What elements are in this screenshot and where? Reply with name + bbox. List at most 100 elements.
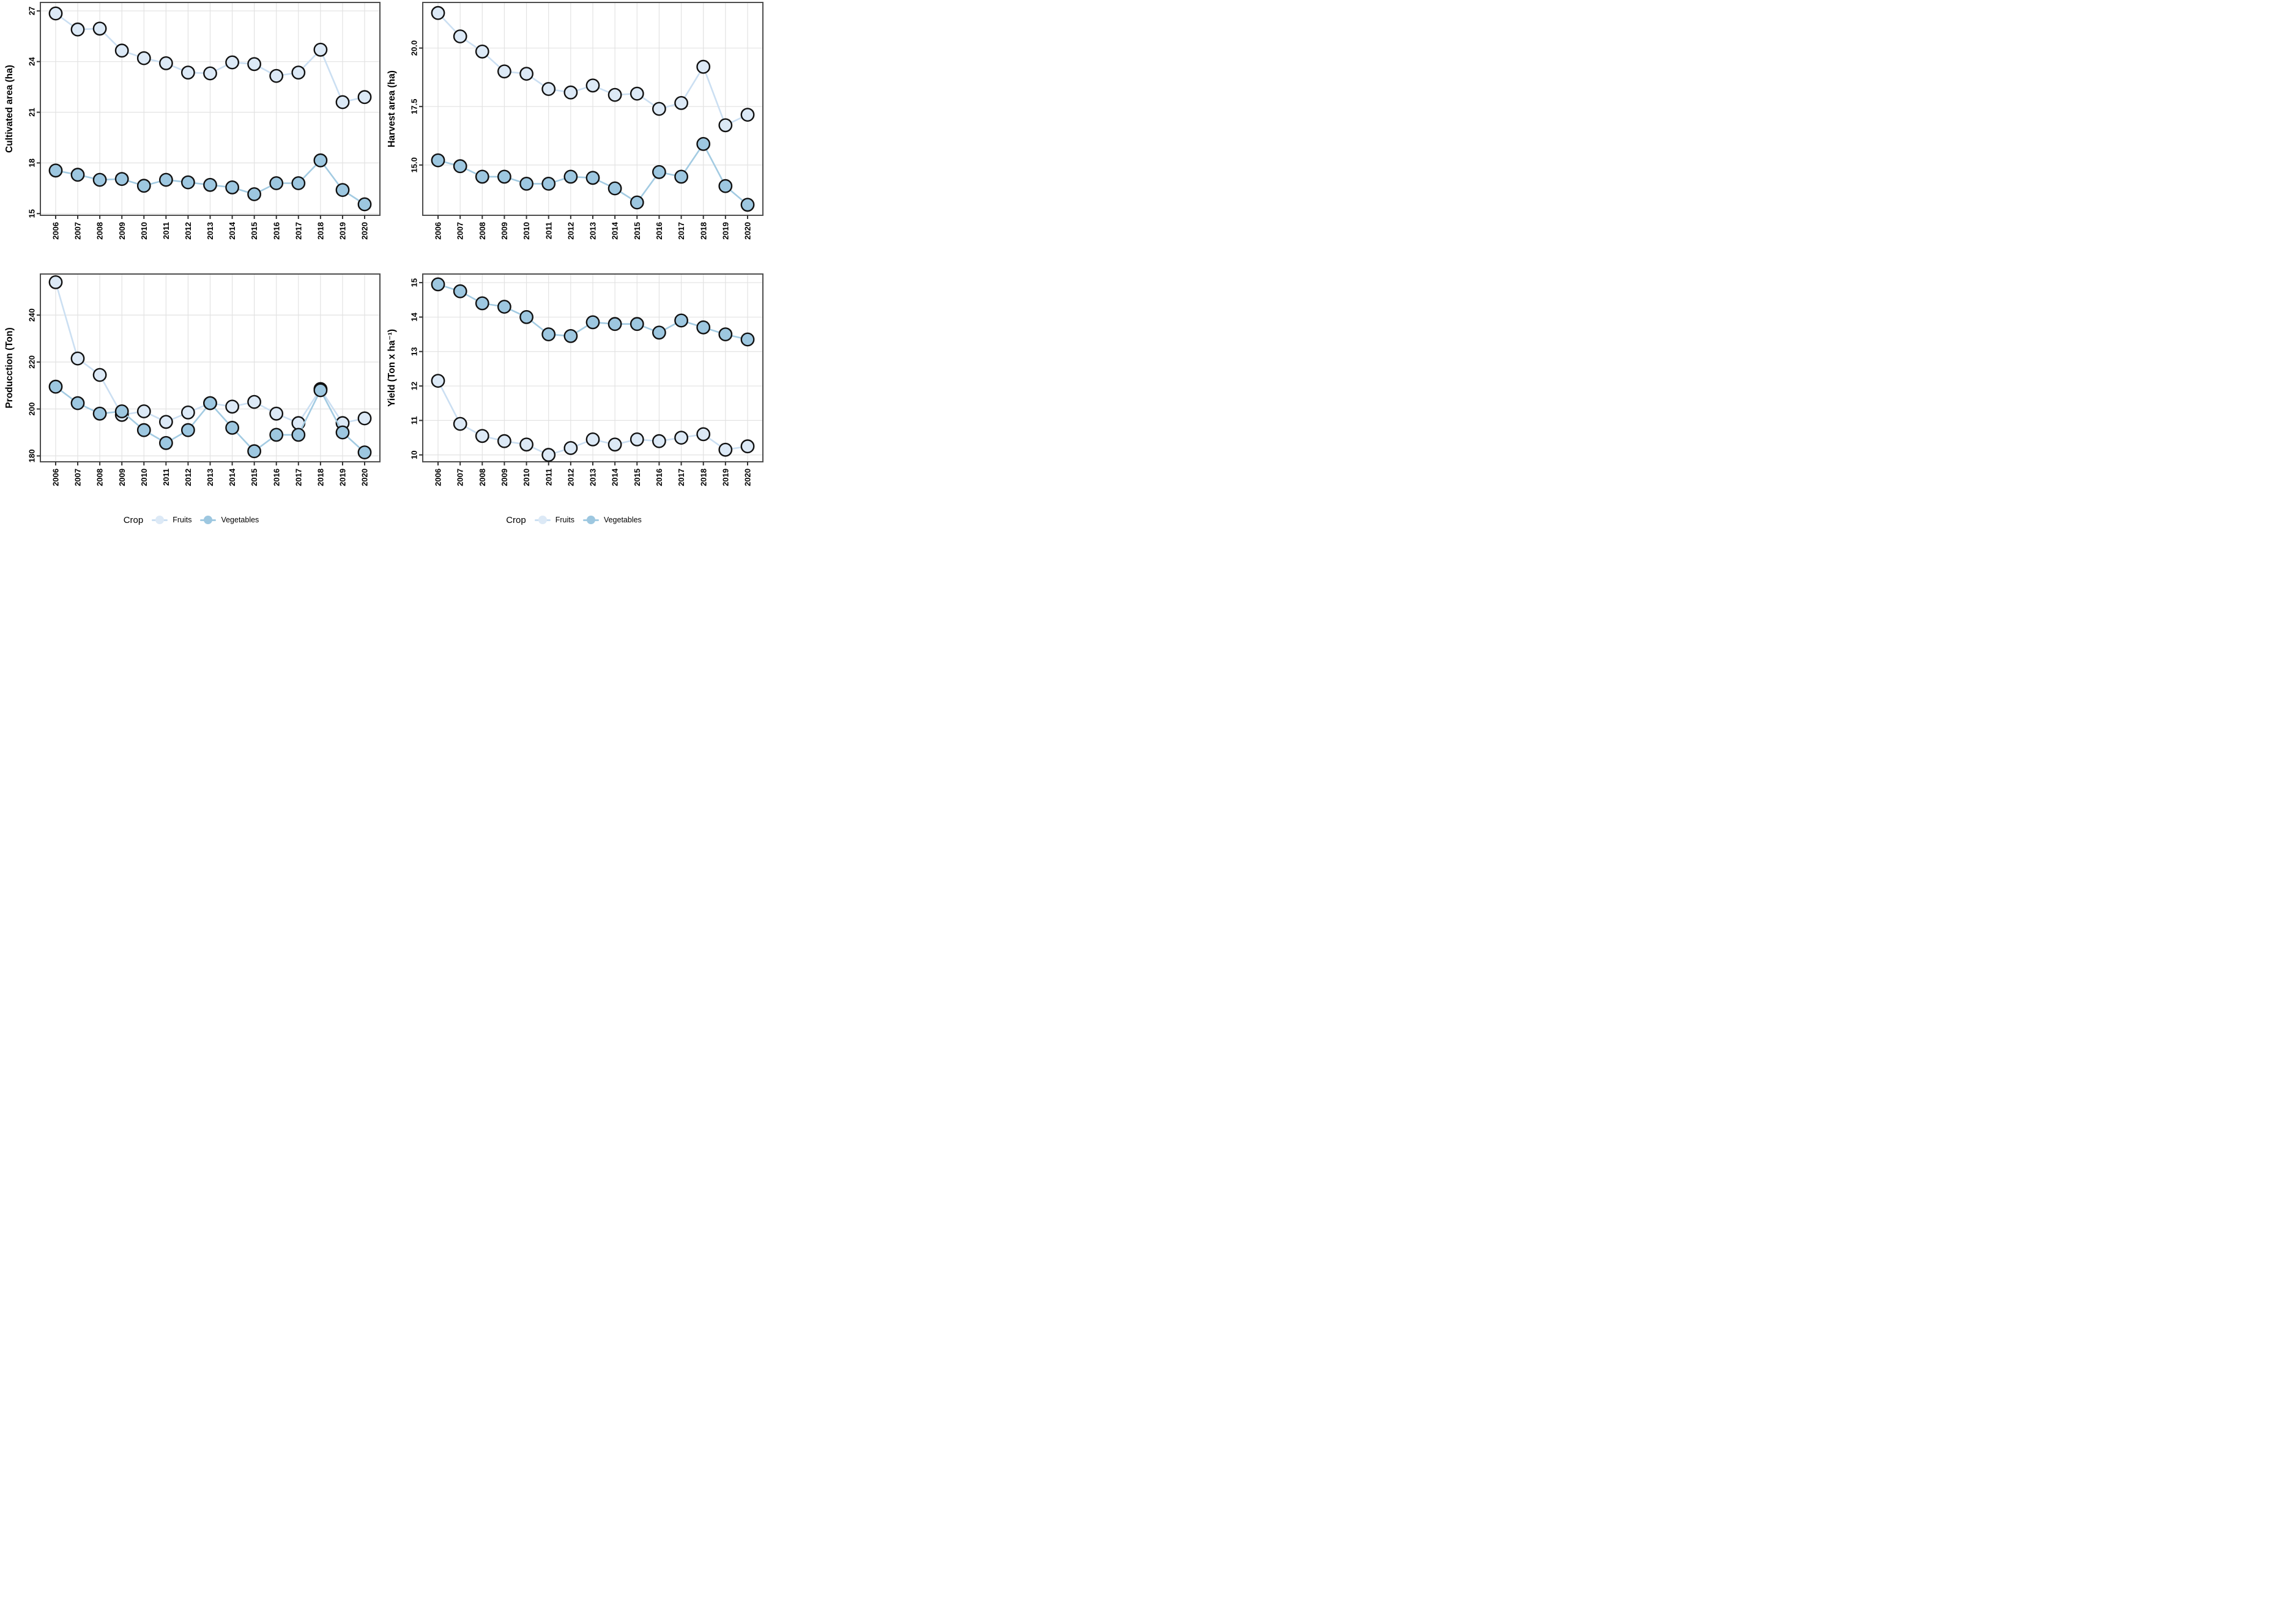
legend-title: Crop xyxy=(123,514,144,525)
y-tick-label: 27 xyxy=(28,7,37,15)
x-tick-label: 2014 xyxy=(611,468,620,486)
vegetables-point-2016 xyxy=(269,428,284,442)
x-tick-label: 2010 xyxy=(139,469,149,486)
fruits-point-2015 xyxy=(630,86,644,101)
vegetables-point-2012 xyxy=(563,328,578,343)
vegetables-marker-icon xyxy=(200,514,217,525)
fruits-point-2013 xyxy=(585,432,600,446)
fruits-point-2010 xyxy=(136,404,151,418)
vegetables-point-2016 xyxy=(652,325,666,340)
fruits-point-2016 xyxy=(652,102,666,116)
x-tick-label: 2016 xyxy=(655,469,664,486)
y-axis-title: Harvest area (ha) xyxy=(387,70,397,147)
fruits-marker-icon xyxy=(152,514,168,525)
chart-background xyxy=(382,254,765,508)
vegetables-point-2014 xyxy=(225,420,239,435)
panel-yield: 10 11 12 13 14 15 2006 2007 2008 2009 2010 2011 2012… xyxy=(382,254,765,508)
vegetables-point-2010 xyxy=(136,423,151,437)
x-tick-label: 2014 xyxy=(228,221,237,240)
fruits-point-2006 xyxy=(48,6,63,21)
legend-item-vegetables: Vegetables xyxy=(582,514,642,525)
x-tick-label: 2012 xyxy=(184,222,193,240)
y-tick-label: 24 xyxy=(28,57,37,66)
fruits-point-2016 xyxy=(269,69,284,83)
x-tick-label: 2015 xyxy=(633,469,642,486)
x-tick-label: 2020 xyxy=(743,222,752,240)
chart-background xyxy=(382,0,765,254)
y-tick-label: 15 xyxy=(28,209,37,218)
fruits-point-2018 xyxy=(696,59,711,74)
x-tick-label: 2019 xyxy=(721,222,730,240)
y-tick-label: 180 xyxy=(28,450,37,463)
vegetables-point-2019 xyxy=(718,327,733,342)
x-tick-label: 2016 xyxy=(655,222,664,240)
fruits-point-2012 xyxy=(563,441,578,455)
x-tick-label: 2011 xyxy=(544,469,553,486)
vegetables-point-2010 xyxy=(136,179,151,193)
x-tick-label: 2009 xyxy=(500,222,509,240)
legend-title: Crop xyxy=(506,514,526,525)
fruits-point-2016 xyxy=(652,434,666,448)
vegetables-point-2015 xyxy=(247,444,261,459)
yield-chart: 10 11 12 13 14 15 2006 2007 2008 2009 2010 2011 2012… xyxy=(382,254,765,508)
vegetables-point-2008 xyxy=(92,172,107,187)
vegetables-point-2013 xyxy=(203,177,217,192)
x-tick-label: 2019 xyxy=(338,469,347,486)
fruits-point-2019 xyxy=(718,442,733,457)
x-tick-label: 2010 xyxy=(522,469,531,486)
panel-cultivated-area: 15 18 21 24 27 2006 2007 2008 2009 2010 2011 2012 20… xyxy=(0,0,382,254)
x-tick-label: 2013 xyxy=(589,222,598,240)
vegetables-point-2020 xyxy=(357,445,372,459)
y-tick-label: 200 xyxy=(28,402,37,416)
harvest-area-chart: 15.0 17.5 20.0 2006 2007 2008 2009 2010 2011 2012… xyxy=(382,0,765,254)
fruits-point-2012 xyxy=(180,65,195,80)
x-tick-label: 2016 xyxy=(272,222,281,240)
vegetables-point-2015 xyxy=(247,187,261,201)
y-tick-label: 240 xyxy=(28,308,37,322)
y-tick-label: 10 xyxy=(410,450,419,459)
y-tick-label: 13 xyxy=(410,347,419,356)
vegetables-point-2018 xyxy=(696,136,711,151)
vegetables-point-2019 xyxy=(335,183,350,197)
y-axis-title: Producction (Ton) xyxy=(4,327,15,408)
fruits-point-2020 xyxy=(740,439,755,454)
vegetables-marker-icon xyxy=(582,514,599,525)
x-tick-label: 2010 xyxy=(139,222,149,240)
vegetables-point-2015 xyxy=(630,317,644,332)
x-tick-label: 2017 xyxy=(294,469,303,486)
vegetables-point-2012 xyxy=(180,175,195,190)
x-tick-label: 2012 xyxy=(566,222,575,240)
vegetables-point-2017 xyxy=(674,313,688,328)
fruits-point-2010 xyxy=(519,437,534,452)
vegetables-point-2020 xyxy=(740,198,755,212)
fruits-point-2009 xyxy=(114,43,129,58)
x-tick-label: 2016 xyxy=(272,469,281,486)
legend-left: Crop Fruits Vegetables xyxy=(0,514,382,525)
vegetables-point-2018 xyxy=(696,320,711,335)
vegetables-point-2009 xyxy=(114,404,129,418)
fruits-point-2016 xyxy=(269,406,284,421)
fruits-point-2010 xyxy=(136,51,151,65)
vegetables-point-2012 xyxy=(563,169,578,184)
x-tick-label: 2008 xyxy=(478,469,487,486)
vegetables-point-2009 xyxy=(497,300,511,314)
x-tick-label: 2017 xyxy=(677,469,686,486)
vegetables-point-2010 xyxy=(519,176,534,191)
legend-label-vegetables: Vegetables xyxy=(603,516,642,524)
vegetables-point-2018 xyxy=(313,153,328,168)
vegetables-point-2014 xyxy=(607,181,622,196)
fruits-point-2020 xyxy=(740,108,755,122)
fruits-point-2011 xyxy=(158,415,173,429)
fruits-point-2007 xyxy=(70,351,85,366)
x-tick-label: 2010 xyxy=(522,222,531,240)
fruits-point-2018 xyxy=(696,427,711,442)
x-tick-label: 2018 xyxy=(699,222,708,240)
y-tick-label: 21 xyxy=(28,108,37,116)
fruits-point-2015 xyxy=(247,395,261,409)
x-tick-label: 2006 xyxy=(434,222,443,240)
x-tick-label: 2009 xyxy=(117,469,127,486)
vegetables-point-2006 xyxy=(431,277,445,292)
cultivated-area-chart: 15 18 21 24 27 2006 2007 2008 2009 2010 2011 2012 20… xyxy=(0,0,382,254)
vegetables-point-2017 xyxy=(291,428,306,442)
vegetables-point-2019 xyxy=(335,425,350,440)
